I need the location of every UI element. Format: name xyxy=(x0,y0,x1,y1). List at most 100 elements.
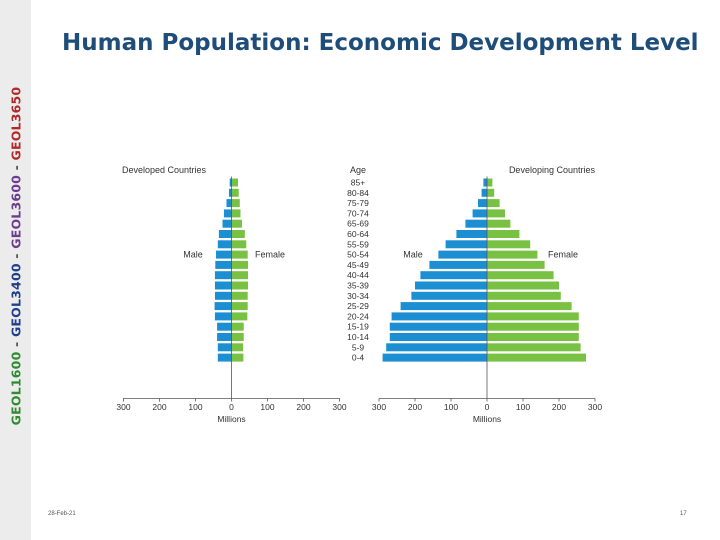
age-label: 5-9 xyxy=(352,342,365,352)
developing-male-bar xyxy=(420,271,487,280)
developing-female-bar xyxy=(487,291,561,300)
age-label: 45-49 xyxy=(347,260,369,270)
developed-female-label: Female xyxy=(255,250,285,260)
developing-tick-label: 100 xyxy=(444,402,458,412)
developed-tick-label: 0 xyxy=(229,402,234,412)
footer-date: 28-Feb-21 xyxy=(48,511,76,517)
developing-male-bar xyxy=(389,333,487,341)
developed-female-bar xyxy=(231,178,238,187)
developed-tick-label: 100 xyxy=(260,402,274,412)
developing-male-bar xyxy=(400,302,487,311)
age-label: 70-74 xyxy=(347,208,369,218)
developed-male-bar xyxy=(215,260,232,269)
developing-female-bar xyxy=(487,240,531,249)
developed-tick-label: 300 xyxy=(332,402,346,412)
developed-female-bar xyxy=(231,333,244,341)
developed-female-bar xyxy=(231,199,240,208)
developing-tick-label: 300 xyxy=(372,402,386,412)
sidebar-band: GEOL1600 - GEOL3400 - GEOL3600 - GEOL365… xyxy=(0,0,31,540)
age-label: 80-84 xyxy=(347,188,369,198)
developing-male-bar xyxy=(445,240,487,249)
developed-male-bar xyxy=(217,343,232,352)
developing-female-bar xyxy=(487,219,511,228)
developing-female-bar xyxy=(487,271,554,280)
developed-male-bar xyxy=(222,219,232,228)
age-label: 50-54 xyxy=(347,250,369,260)
developed-male-bar xyxy=(217,322,232,331)
age-label: 30-34 xyxy=(347,291,369,301)
developing-female-bar xyxy=(487,281,559,290)
developed-male-bar xyxy=(214,302,232,311)
developing-female-bar xyxy=(487,312,579,321)
developed-female-bar xyxy=(231,343,244,352)
developed-male-bar xyxy=(228,188,232,197)
page-number: 17 xyxy=(680,511,687,517)
developing-female-label: Female xyxy=(548,250,578,260)
age-label: 0-4 xyxy=(352,353,365,363)
developing-male-label: Male xyxy=(403,250,423,260)
developed-male-bar xyxy=(216,250,232,259)
developing-female-bar xyxy=(487,333,579,341)
developed-tick-label: 200 xyxy=(152,402,166,412)
developed-female-bar xyxy=(231,240,247,249)
developed-female-bar xyxy=(231,271,249,280)
developing-female-bar xyxy=(487,302,572,311)
developed-tick-label: 100 xyxy=(188,402,202,412)
developed-male-bar xyxy=(214,271,232,280)
developed-female-bar xyxy=(231,219,242,228)
developing-male-bar xyxy=(415,281,487,290)
developing-male-bar xyxy=(481,188,487,197)
age-label: 35-39 xyxy=(347,281,369,291)
developing-female-bar xyxy=(487,199,500,208)
age-label: 65-69 xyxy=(347,219,369,229)
age-label: 40-44 xyxy=(347,270,369,280)
developing-male-bar xyxy=(465,219,487,228)
developed-x-axis-label: Millions xyxy=(217,414,245,424)
developed-female-bar xyxy=(231,230,245,238)
developed-female-bar xyxy=(231,188,239,197)
developing-panel-title: Developing Countries xyxy=(509,165,596,175)
developed-male-bar xyxy=(214,312,232,321)
age-label: 75-79 xyxy=(347,198,369,208)
slide-title: Human Population: Economic Development L… xyxy=(62,30,699,56)
developed-tick-label: 200 xyxy=(296,402,310,412)
developed-male-bar xyxy=(217,353,232,362)
age-label: 10-14 xyxy=(347,332,369,342)
age-label: 15-19 xyxy=(347,322,369,332)
developed-female-bar xyxy=(231,302,248,311)
developing-tick-label: 0 xyxy=(485,402,490,412)
developing-male-bar xyxy=(382,353,487,362)
developing-female-bar xyxy=(487,188,495,197)
developed-female-bar xyxy=(231,291,248,300)
developing-tick-label: 300 xyxy=(588,402,602,412)
age-header: Age xyxy=(350,165,366,175)
age-label: 20-24 xyxy=(347,311,369,321)
developing-tick-label: 200 xyxy=(408,402,422,412)
developing-male-bar xyxy=(478,199,487,208)
developing-female-bar xyxy=(487,343,581,352)
developing-x-axis-label: Millions xyxy=(473,414,501,424)
age-label: 25-29 xyxy=(347,301,369,311)
developing-tick-label: 100 xyxy=(516,402,530,412)
developed-male-bar xyxy=(223,209,232,218)
age-label: 55-59 xyxy=(347,239,369,249)
age-label: 60-64 xyxy=(347,229,369,239)
developing-female-bar xyxy=(487,353,586,362)
developed-female-bar xyxy=(231,260,249,269)
developed-male-bar xyxy=(229,178,232,187)
developed-female-bar xyxy=(231,209,241,218)
age-label: 85+ xyxy=(351,178,365,188)
developed-male-bar xyxy=(214,281,232,290)
developing-male-bar xyxy=(389,322,487,331)
developing-male-bar xyxy=(483,178,487,187)
developing-female-bar xyxy=(487,230,520,238)
developed-male-label: Male xyxy=(183,250,203,260)
developing-female-bar xyxy=(487,209,505,218)
developing-male-bar xyxy=(391,312,487,321)
developing-female-bar xyxy=(487,178,493,187)
developed-female-bar xyxy=(231,312,248,321)
developed-panel-title: Developed Countries xyxy=(122,165,207,175)
developed-male-bar xyxy=(218,230,232,238)
developed-male-bar xyxy=(217,240,232,249)
